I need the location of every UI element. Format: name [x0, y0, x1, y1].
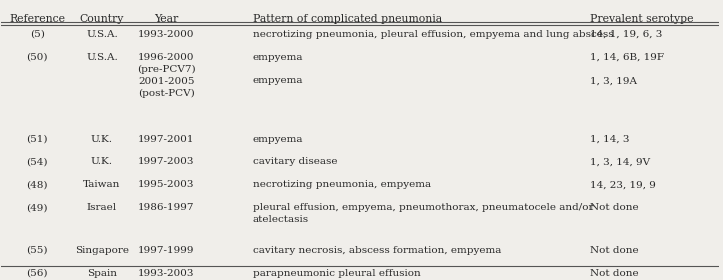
- Text: 1997-1999: 1997-1999: [138, 246, 194, 255]
- Text: necrotizing pneumonia, pleural effusion, empyema and lung abscess: necrotizing pneumonia, pleural effusion,…: [252, 30, 613, 39]
- Text: parapneumonic pleural effusion: parapneumonic pleural effusion: [252, 269, 420, 277]
- Text: empyema: empyema: [252, 135, 303, 144]
- Text: U.S.A.: U.S.A.: [86, 30, 118, 39]
- Text: (49): (49): [27, 203, 48, 212]
- Text: 1993-2003: 1993-2003: [138, 269, 194, 277]
- Text: cavitary disease: cavitary disease: [252, 157, 337, 166]
- Text: 1997-2001: 1997-2001: [138, 135, 194, 144]
- Text: Country: Country: [80, 14, 124, 24]
- Text: Taiwan: Taiwan: [83, 180, 121, 189]
- Text: 1, 14, 6B, 19F

1, 3, 19A: 1, 14, 6B, 19F 1, 3, 19A: [590, 53, 664, 85]
- Text: Year: Year: [154, 14, 179, 24]
- Text: cavitary necrosis, abscess formation, empyema: cavitary necrosis, abscess formation, em…: [252, 246, 501, 255]
- Text: 1986-1997: 1986-1997: [138, 203, 194, 212]
- Text: (56): (56): [27, 269, 48, 277]
- Text: 1995-2003: 1995-2003: [138, 180, 194, 189]
- Text: U.K.: U.K.: [91, 157, 113, 166]
- Text: necrotizing pneumonia, empyema: necrotizing pneumonia, empyema: [252, 180, 431, 189]
- Text: empyema

empyema: empyema empyema: [252, 53, 303, 85]
- Text: pleural effusion, empyema, pneumothorax, pneumatocele and/or
atelectasis: pleural effusion, empyema, pneumothorax,…: [252, 203, 593, 224]
- Text: (50): (50): [27, 53, 48, 62]
- Text: Pattern of complicated pneumonia: Pattern of complicated pneumonia: [252, 14, 442, 24]
- Text: 14, 23, 19, 9: 14, 23, 19, 9: [590, 180, 656, 189]
- Text: Not done: Not done: [590, 246, 638, 255]
- Text: 1997-2003: 1997-2003: [138, 157, 194, 166]
- Text: 1993-2000: 1993-2000: [138, 30, 194, 39]
- Text: Israel: Israel: [87, 203, 117, 212]
- Text: 1, 3, 14, 9V: 1, 3, 14, 9V: [590, 157, 650, 166]
- Text: (55): (55): [27, 246, 48, 255]
- Text: Not done: Not done: [590, 269, 638, 277]
- Text: (51): (51): [27, 135, 48, 144]
- Text: Reference: Reference: [9, 14, 65, 24]
- Text: (54): (54): [27, 157, 48, 166]
- Text: Not done: Not done: [590, 203, 638, 212]
- Text: 1, 14, 3: 1, 14, 3: [590, 135, 629, 144]
- Text: 1996-2000
(pre-PCV7)
2001-2005
(post-PCV): 1996-2000 (pre-PCV7) 2001-2005 (post-PCV…: [137, 53, 196, 98]
- Text: Prevalent serotype: Prevalent serotype: [590, 14, 693, 24]
- Text: U.K.: U.K.: [91, 135, 113, 144]
- Text: (5): (5): [30, 30, 45, 39]
- Text: Spain: Spain: [87, 269, 117, 277]
- Text: 14, 1, 19, 6, 3: 14, 1, 19, 6, 3: [590, 30, 662, 39]
- Text: U.S.A.: U.S.A.: [86, 53, 118, 62]
- Text: (48): (48): [27, 180, 48, 189]
- Text: Singapore: Singapore: [75, 246, 129, 255]
